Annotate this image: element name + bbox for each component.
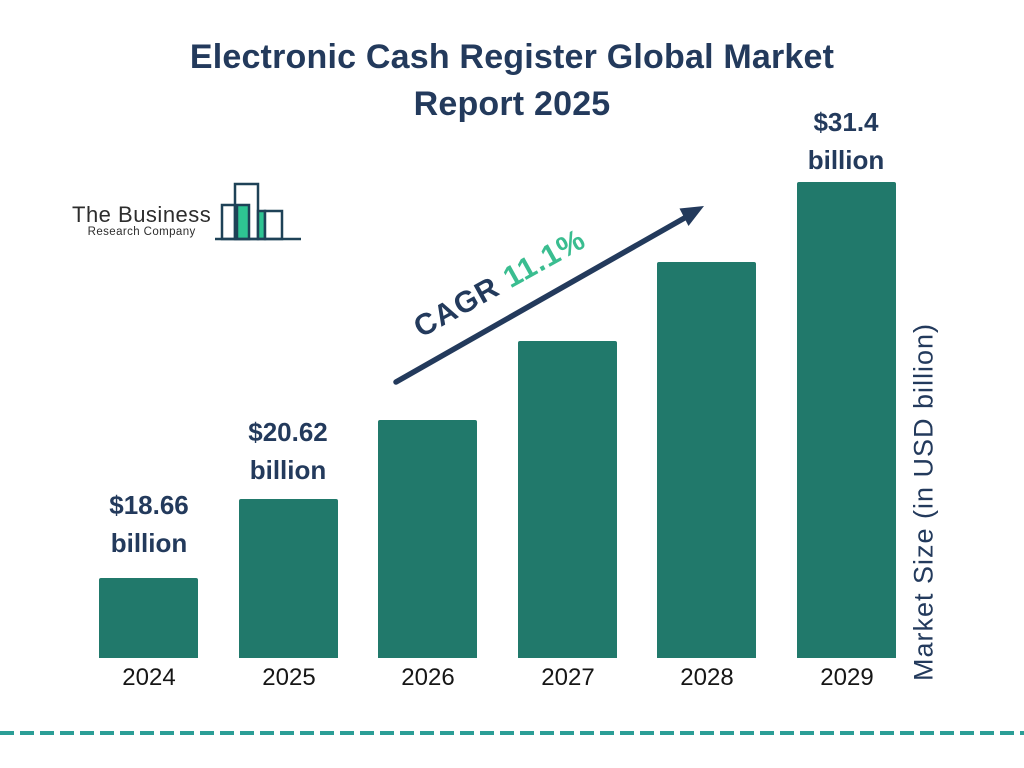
bar-2024 bbox=[99, 578, 198, 658]
x-tick-2025: 2025 bbox=[262, 664, 316, 691]
bar-2028 bbox=[657, 262, 756, 658]
value-label-2024-amount: $18.66 bbox=[109, 490, 189, 520]
bar-2026 bbox=[378, 420, 477, 658]
bottom-dashed-divider bbox=[0, 731, 1024, 735]
x-tick-2027: 2027 bbox=[541, 664, 595, 691]
value-label-2025-unit: billion bbox=[249, 455, 327, 485]
cagr-label: CAGR11.1% bbox=[408, 223, 591, 345]
value-label-2024: $18.66 billion bbox=[69, 486, 229, 562]
x-tick-2024: 2024 bbox=[122, 664, 176, 691]
company-logo-text: The Business Research Company bbox=[72, 203, 211, 238]
x-tick-2029: 2029 bbox=[820, 664, 874, 691]
value-label-2029-amount: $31.4 bbox=[813, 107, 879, 137]
value-label-2029-unit: billion bbox=[807, 145, 885, 175]
value-label-2024-unit: billion bbox=[110, 528, 188, 558]
cagr-value: 11.1% bbox=[497, 222, 592, 295]
company-logo: The Business Research Company bbox=[72, 180, 303, 244]
y-axis-label: Market Size (in USD billion) bbox=[908, 322, 939, 682]
value-label-2025: $20.62 billion bbox=[208, 413, 368, 489]
x-tick-2026: 2026 bbox=[401, 664, 455, 691]
bar-chart-logo-icon bbox=[215, 182, 302, 241]
bar-2027 bbox=[518, 341, 617, 658]
page-title: Electronic Cash Register Global Market R… bbox=[0, 34, 1024, 128]
logo-subname: Research Company bbox=[87, 226, 196, 238]
bar-2029 bbox=[797, 182, 896, 658]
page-title-line1: Electronic Cash Register Global Market bbox=[189, 38, 835, 76]
logo-name: The Business bbox=[72, 202, 212, 227]
value-label-2025-amount: $20.62 bbox=[248, 417, 328, 447]
value-label-2029: $31.4 billion bbox=[766, 103, 926, 179]
bar-2025 bbox=[239, 499, 338, 658]
page-title-line2: Report 2025 bbox=[413, 85, 611, 123]
x-tick-2028: 2028 bbox=[680, 664, 734, 691]
cagr-word: CAGR bbox=[408, 270, 506, 345]
